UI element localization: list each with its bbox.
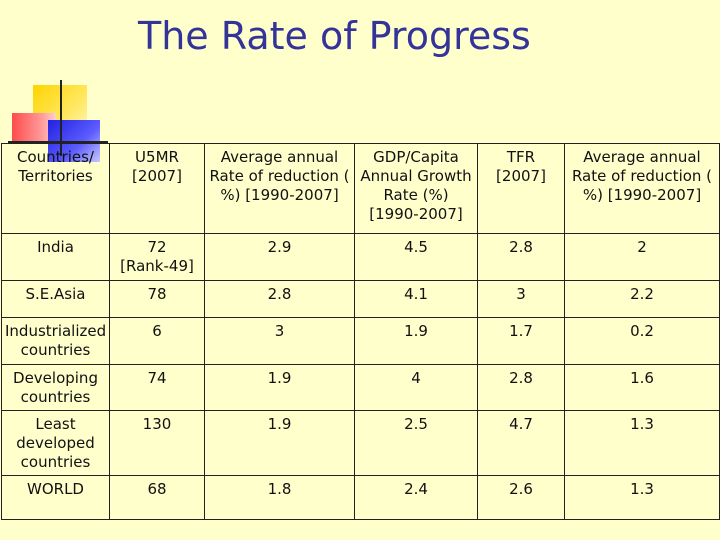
- cell-u5mr: 68: [109, 475, 205, 520]
- table-row: WORLD 68 1.8 2.4 2.6 1.3: [1, 475, 720, 520]
- table-row: Least developed countries 130 1.9 2.5 4.…: [1, 410, 720, 476]
- cell-tfr-reduction: 2.2: [564, 280, 720, 318]
- cell-tfr-reduction: 1.3: [564, 410, 720, 476]
- header-u5mr: U5MR [2007]: [109, 143, 205, 234]
- cell-gdp-growth: 2.5: [354, 410, 478, 476]
- cell-tfr: 1.7: [477, 317, 565, 365]
- cell-tfr-reduction: 0.2: [564, 317, 720, 365]
- cell-gdp-growth: 4.5: [354, 233, 478, 281]
- header-u5mr-reduction: Average annual Rate of reduction ( %) [1…: [204, 143, 355, 234]
- cell-u5mr: 130: [109, 410, 205, 476]
- table-row: Industrialized countries 6 3 1.9 1.7 0.2: [1, 317, 720, 365]
- cell-country: S.E.Asia: [1, 280, 110, 318]
- decorative-vertical-line: [60, 80, 62, 156]
- cell-gdp-growth: 2.4: [354, 475, 478, 520]
- cell-tfr: 2.8: [477, 364, 565, 411]
- cell-u5mr: 74: [109, 364, 205, 411]
- cell-u5mr: 6: [109, 317, 205, 365]
- header-countries: Countries/ Territories: [1, 143, 110, 234]
- cell-tfr: 2.6: [477, 475, 565, 520]
- cell-country: WORLD: [1, 475, 110, 520]
- cell-country: Least developed countries: [1, 410, 110, 476]
- cell-u5mr-reduction: 1.9: [204, 364, 355, 411]
- cell-tfr-reduction: 1.3: [564, 475, 720, 520]
- header-gdp-growth: GDP/Capita Annual Growth Rate (%) [1990-…: [354, 143, 478, 234]
- cell-tfr-reduction: 1.6: [564, 364, 720, 411]
- progress-table: Countries/ Territories U5MR [2007] Avera…: [1, 143, 720, 520]
- table-row: S.E.Asia 78 2.8 4.1 3 2.2: [1, 280, 720, 318]
- cell-tfr: 3: [477, 280, 565, 318]
- table-row: India 72 [Rank-49] 2.9 4.5 2.8 2: [1, 233, 720, 281]
- cell-country: India: [1, 233, 110, 281]
- cell-u5mr-reduction: 3: [204, 317, 355, 365]
- cell-country: Developing countries: [1, 364, 110, 411]
- cell-gdp-growth: 4.1: [354, 280, 478, 318]
- cell-tfr: 2.8: [477, 233, 565, 281]
- cell-u5mr-reduction: 2.9: [204, 233, 355, 281]
- table-header-row: Countries/ Territories U5MR [2007] Avera…: [1, 143, 720, 234]
- header-tfr: TFR [2007]: [477, 143, 565, 234]
- cell-u5mr-reduction: 1.8: [204, 475, 355, 520]
- cell-u5mr-reduction: 2.8: [204, 280, 355, 318]
- cell-u5mr-reduction: 1.9: [204, 410, 355, 476]
- cell-tfr: 4.7: [477, 410, 565, 476]
- table-row: Developing countries 74 1.9 4 2.8 1.6: [1, 364, 720, 411]
- cell-gdp-growth: 1.9: [354, 317, 478, 365]
- cell-tfr-reduction: 2: [564, 233, 720, 281]
- cell-gdp-growth: 4: [354, 364, 478, 411]
- cell-u5mr: 72 [Rank-49]: [109, 233, 205, 281]
- header-tfr-reduction: Average annual Rate of reduction ( %) [1…: [564, 143, 720, 234]
- decorative-horizontal-line: [8, 141, 108, 143]
- cell-u5mr: 78: [109, 280, 205, 318]
- page-title: The Rate of Progress: [138, 14, 531, 58]
- cell-country: Industrialized countries: [1, 317, 110, 365]
